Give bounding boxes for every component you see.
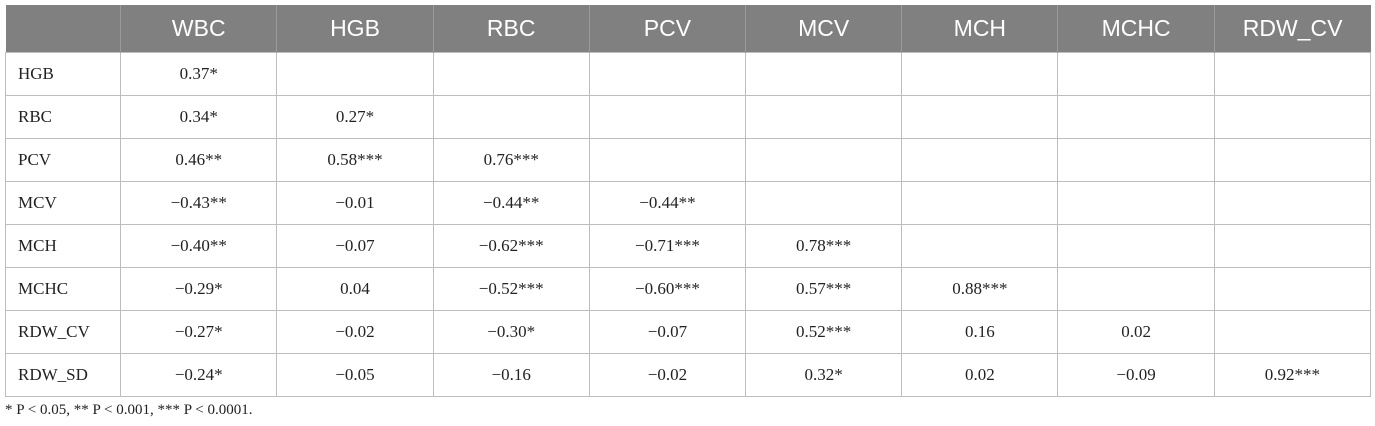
correlation-table: WBC HGB RBC PCV MCV MCH MCHC RDW_CV HGB 0… [4,5,1372,397]
table-cell: −0.09 [1057,353,1215,397]
table-row: MCH −0.40** −0.07 −0.62*** −0.71*** 0.78*** [4,224,1372,268]
column-header-mchc: MCHC [1057,5,1215,53]
table-cell [745,52,903,96]
table-cell: 0.37* [120,52,278,96]
table-cell: 0.02 [1057,310,1215,354]
table-cell: 0.76*** [432,138,590,182]
table-cell: −0.62*** [432,224,590,268]
table-cell: 0.16 [901,310,1059,354]
table-row: MCV −0.43** −0.01 −0.44** −0.44** [4,181,1372,225]
table-cell [1057,224,1215,268]
table-cell: −0.05 [276,353,434,397]
table-cell: −0.43** [120,181,278,225]
table-cell [901,138,1059,182]
column-header-rbc: RBC [433,5,590,53]
table-cell: −0.07 [588,310,747,354]
table-cell: −0.01 [276,181,434,225]
table-cell [1213,267,1372,311]
table-cell: 0.57*** [745,267,903,311]
row-label: RDW_SD [4,353,122,397]
table-cell: −0.29* [120,267,278,311]
table-footnote: * P < 0.05, ** P < 0.001, *** P < 0.0001… [5,402,253,418]
table-row: PCV 0.46** 0.58*** 0.76*** [4,138,1372,182]
table-cell: −0.16 [432,353,590,397]
table-row: MCHC −0.29* 0.04 −0.52*** −0.60*** 0.57*** 0.8… [4,267,1372,311]
table-row: HGB 0.37* [4,52,1372,96]
table-cell [745,138,903,182]
table-cell [588,138,747,182]
row-label: MCH [4,224,122,268]
table-cell [745,181,903,225]
table-cell [588,52,747,96]
table-cell [276,52,434,96]
header-corner-cell [5,5,122,53]
table-cell [901,52,1059,96]
header-row: WBC HGB RBC PCV MCV MCH MCHC RDW_CV [5,5,1371,53]
table-cell: −0.60*** [588,267,747,311]
table-cell: −0.71*** [588,224,747,268]
table-row: RDW_CV −0.27* −0.02 −0.30* −0.07 0.52*** 0.16 0… [4,310,1372,354]
column-header-hgb: HGB [276,5,434,53]
table-cell: −0.07 [276,224,434,268]
column-header-pcv: PCV [589,5,747,53]
table-cell [1213,224,1372,268]
table-cell [432,95,590,139]
table-cell: 0.46** [120,138,278,182]
table-cell [432,52,590,96]
table-cell: 0.27* [276,95,434,139]
row-label: RBC [4,95,122,139]
table-cell [901,181,1059,225]
table-cell [1057,267,1215,311]
table-cell [1213,181,1372,225]
table-cell [1213,52,1372,96]
table-cell: 0.04 [276,267,434,311]
row-label: RDW_CV [4,310,122,354]
table-header: WBC HGB RBC PCV MCV MCH MCHC RDW_CV [5,5,1371,53]
table-cell: 0.32* [745,353,903,397]
column-header-mch: MCH [901,5,1059,53]
table-cell [1057,95,1215,139]
table-cell: −0.02 [276,310,434,354]
table-cell: −0.02 [588,353,747,397]
table-row: RDW_SD −0.24* −0.05 −0.16 −0.02 0.32* 0.02 −0.0… [4,353,1372,397]
table-cell [1213,310,1372,354]
table-cell [745,95,903,139]
correlation-table-container: WBC HGB RBC PCV MCV MCH MCHC RDW_CV HGB 0… [4,5,1372,397]
row-label: PCV [4,138,122,182]
table-cell: 0.02 [901,353,1059,397]
column-header-rdw-cv: RDW_CV [1214,5,1371,53]
table-cell [1213,95,1372,139]
table-cell: −0.44** [432,181,590,225]
table-cell [1213,138,1372,182]
table-cell: −0.27* [120,310,278,354]
table-cell [1057,181,1215,225]
row-label: MCV [4,181,122,225]
table-body: HGB 0.37* RBC 0.34* 0.27* PCV 0.46** 0.58*** 0.7… [4,52,1372,397]
table-cell [901,95,1059,139]
table-cell: 0.52*** [745,310,903,354]
table-cell: 0.92*** [1213,353,1372,397]
table-cell: −0.24* [120,353,278,397]
table-cell: 0.58*** [276,138,434,182]
table-cell: −0.30* [432,310,590,354]
table-cell: −0.40** [120,224,278,268]
table-cell: −0.52*** [432,267,590,311]
table-cell: −0.44** [588,181,747,225]
table-cell [901,224,1059,268]
row-label: MCHC [4,267,122,311]
table-row: RBC 0.34* 0.27* [4,95,1372,139]
table-cell [1057,138,1215,182]
table-cell: 0.78*** [745,224,903,268]
table-cell: 0.88*** [901,267,1059,311]
table-cell [1057,52,1215,96]
row-label: HGB [4,52,122,96]
column-header-mcv: MCV [745,5,903,53]
column-header-wbc: WBC [120,5,278,53]
table-cell [588,95,747,139]
table-cell: 0.34* [120,95,278,139]
